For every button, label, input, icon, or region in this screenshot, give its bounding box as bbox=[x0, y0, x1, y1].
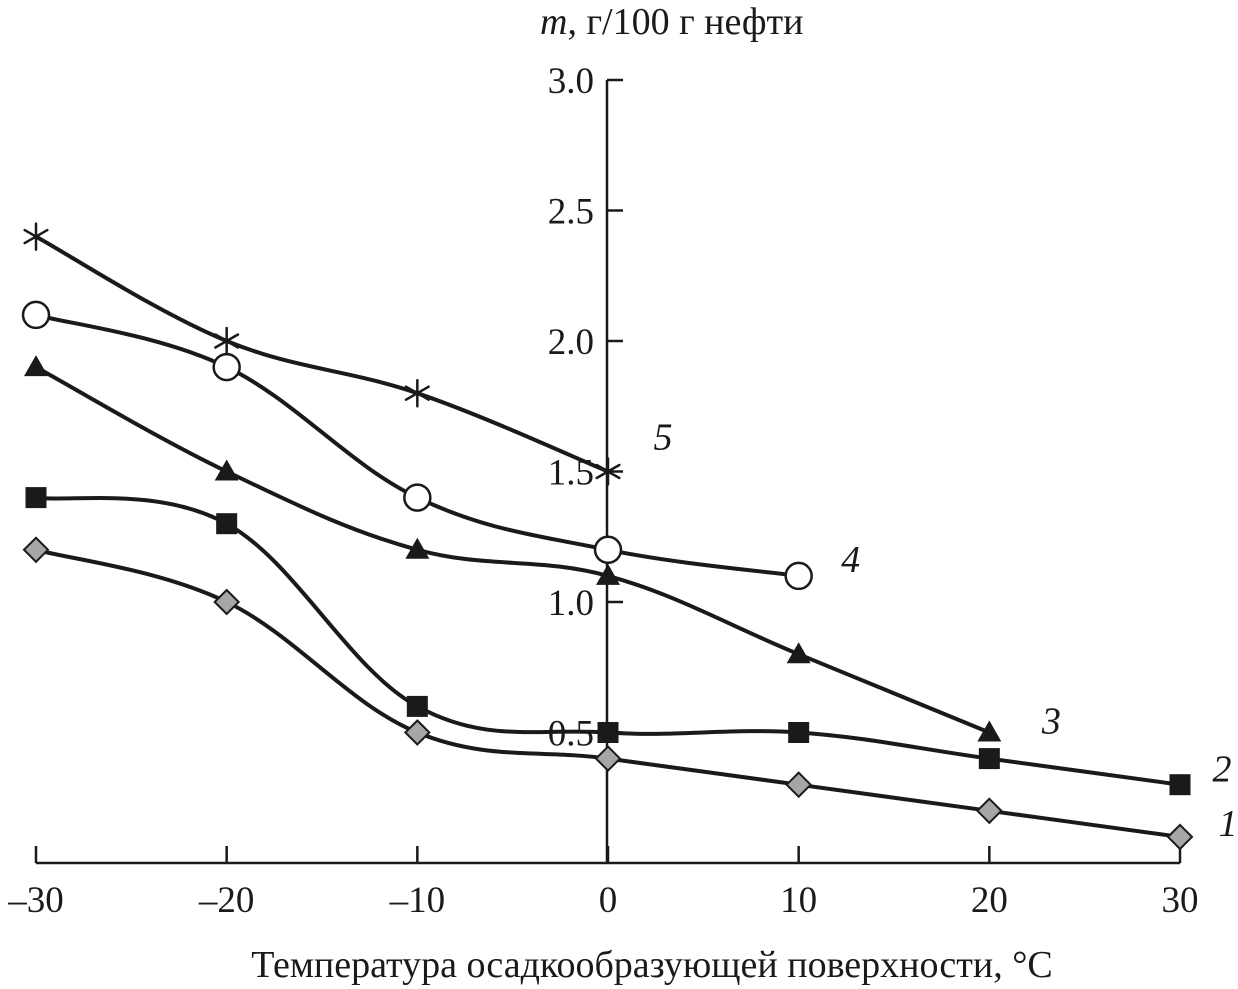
series-3-point bbox=[24, 355, 48, 377]
series-1-point bbox=[22, 536, 50, 564]
series-1-point bbox=[975, 797, 1003, 825]
y-tick-label: 0.5 bbox=[548, 714, 594, 755]
x-tick-label: –10 bbox=[389, 880, 446, 921]
x-tick-label: –30 bbox=[7, 880, 64, 921]
series-5-label: 5 bbox=[654, 417, 673, 459]
series-4-point bbox=[593, 535, 623, 565]
series-2-point bbox=[216, 513, 238, 535]
x-tick-label: 30 bbox=[1162, 880, 1199, 921]
series-1-point bbox=[403, 719, 431, 746]
series-2-label: 2 bbox=[1213, 749, 1232, 791]
y-tick-label: 1.0 bbox=[548, 583, 594, 624]
x-tick-label: 10 bbox=[780, 880, 817, 921]
y-axis-title: m, г/100 г нефти bbox=[540, 1, 803, 43]
series-2-point bbox=[25, 487, 47, 509]
y-axis-title-unit: , г/100 г нефти bbox=[567, 1, 803, 43]
series-5-point bbox=[214, 326, 240, 356]
series-2-point bbox=[597, 722, 619, 743]
series-4-point bbox=[212, 352, 241, 382]
series-3-label: 3 bbox=[1041, 701, 1061, 743]
series-3-point bbox=[405, 537, 430, 559]
y-tick-label: 2.5 bbox=[548, 192, 594, 233]
y-tick-label: 3.0 bbox=[548, 61, 594, 102]
series-1-point bbox=[594, 745, 622, 773]
series-3-line bbox=[35, 365, 991, 735]
series-5-point bbox=[595, 457, 621, 486]
series-1-point bbox=[785, 771, 813, 799]
series-2-point bbox=[406, 695, 428, 717]
series-3-point bbox=[786, 642, 811, 664]
series-labels: 1 2 3 4 5 bbox=[654, 417, 1238, 845]
y-tick-label: 2.0 bbox=[548, 322, 594, 363]
series-5-line bbox=[35, 234, 609, 474]
series-1-label: 1 bbox=[1219, 803, 1238, 845]
series-2-point bbox=[788, 722, 810, 743]
x-tick-label: –20 bbox=[198, 880, 255, 921]
series-4-point bbox=[21, 300, 51, 330]
series-3-point bbox=[596, 563, 620, 585]
series-4-point bbox=[784, 561, 813, 591]
y-tick-label: 1.5 bbox=[548, 453, 594, 494]
series-2-point bbox=[978, 748, 1000, 770]
x-tick-label: 0 bbox=[599, 880, 618, 921]
x-axis-title: Температура осадкообразующей поверхности… bbox=[251, 944, 1053, 986]
series-2-point bbox=[1169, 774, 1191, 796]
series-markers bbox=[21, 222, 1194, 851]
series-4-line bbox=[35, 312, 799, 578]
series-5-point bbox=[404, 378, 430, 408]
series-4-label: 4 bbox=[841, 539, 860, 581]
series-5-point bbox=[23, 222, 49, 251]
y-axis-title-variable: m bbox=[540, 1, 567, 43]
series-3-point bbox=[214, 459, 239, 481]
series-3-point bbox=[977, 720, 1002, 742]
series-1-point bbox=[213, 588, 241, 616]
ticks: –30 –20 –10 0 10 20 30 0.5 1.0 1.5 2.0 2.5 3.0 bbox=[7, 61, 1198, 921]
series-1-point bbox=[1166, 823, 1194, 851]
series-4-point bbox=[403, 483, 432, 512]
x-tick-label: 20 bbox=[971, 880, 1008, 921]
